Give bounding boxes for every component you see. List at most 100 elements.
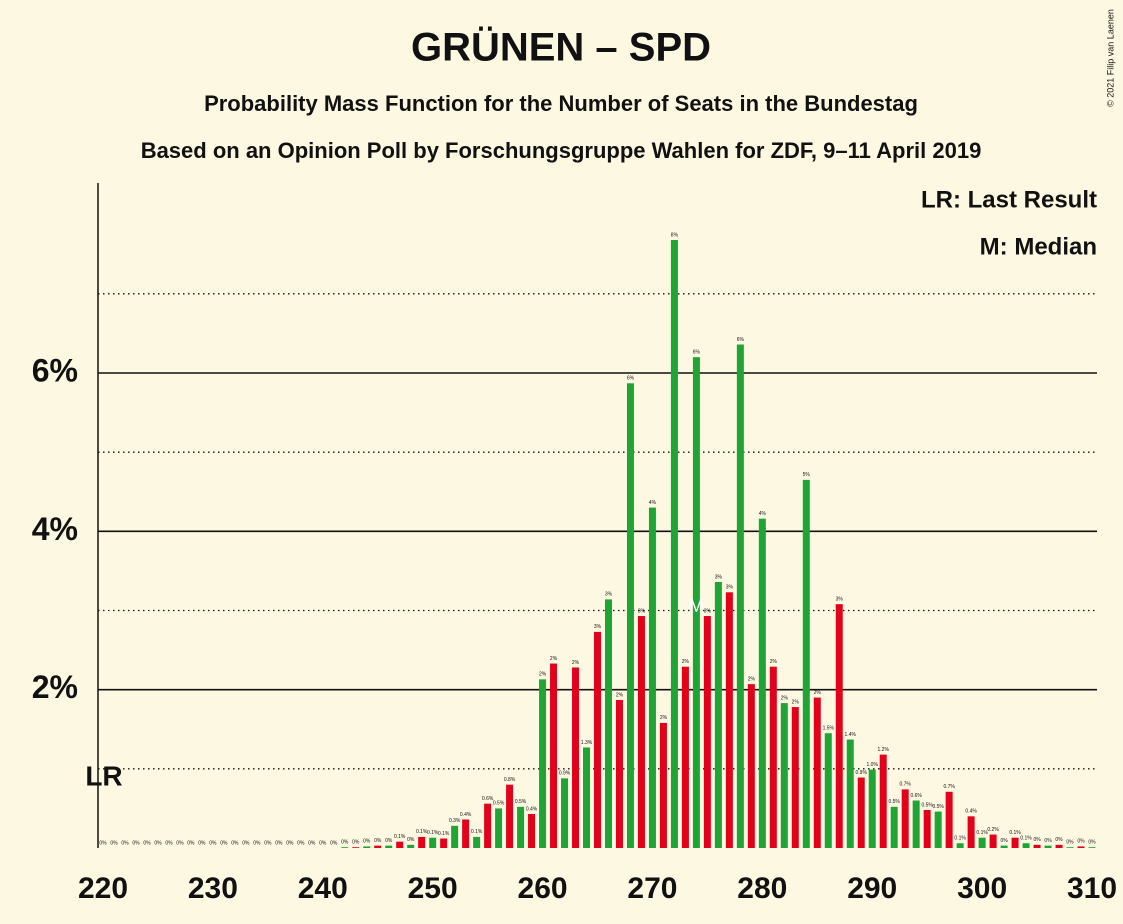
value-label: 0% — [1033, 837, 1041, 843]
value-label: 0% — [1066, 840, 1074, 846]
x-tick-label: 280 — [737, 872, 787, 905]
last-result-label: LR — [85, 760, 122, 791]
value-label: 3% — [605, 592, 613, 598]
bar — [879, 754, 887, 848]
value-label: 0.7% — [899, 782, 911, 788]
value-label: 0.1% — [1009, 830, 1021, 836]
bar — [857, 777, 865, 848]
bar — [934, 811, 942, 848]
value-label: 1.3% — [581, 740, 593, 746]
bar — [396, 841, 404, 848]
bar — [989, 834, 997, 848]
bar — [923, 810, 931, 848]
value-label: 0% — [220, 840, 228, 846]
chart-subtitle: Based on an Opinion Poll by Forschungsgr… — [141, 138, 982, 163]
value-label: 0.1% — [1020, 836, 1032, 842]
bar — [648, 507, 656, 848]
bar — [341, 847, 349, 848]
value-label: 2% — [814, 690, 822, 696]
value-label: 0% — [308, 840, 316, 846]
bar — [1077, 846, 1085, 848]
value-label: 3% — [836, 596, 844, 602]
median-label: M — [689, 596, 704, 616]
bar — [407, 844, 415, 848]
value-label: 0% — [297, 840, 305, 846]
bar — [747, 684, 755, 848]
bar — [1066, 847, 1074, 848]
bar — [780, 703, 788, 848]
value-label: 1.2% — [878, 747, 890, 753]
bar — [594, 631, 601, 848]
value-label: 0.3% — [449, 818, 461, 824]
bar — [659, 722, 667, 848]
value-label: 0% — [330, 840, 338, 846]
bar — [473, 836, 481, 848]
x-tick-label: 270 — [627, 872, 677, 905]
value-label: 0% — [264, 840, 272, 846]
value-label: 0% — [1000, 838, 1008, 844]
bar — [1088, 847, 1096, 848]
value-label: 0% — [1055, 837, 1063, 843]
value-label: 0% — [319, 840, 327, 846]
value-label: 0% — [341, 840, 349, 846]
bar — [758, 518, 766, 848]
bar — [824, 733, 832, 848]
value-label: 0.6% — [482, 796, 494, 802]
copyright: © 2021 Filip van Laenen — [1105, 9, 1115, 107]
bar — [681, 666, 689, 848]
value-label: 0.1% — [394, 834, 406, 840]
value-label: 0% — [121, 840, 129, 846]
value-label: 3% — [704, 608, 712, 614]
bar — [813, 697, 821, 848]
value-label: 0.5% — [888, 799, 900, 805]
value-label: 0% — [1088, 840, 1096, 846]
value-label: 0% — [99, 840, 107, 846]
value-label: 0.4% — [526, 806, 538, 812]
value-label: 0% — [275, 840, 283, 846]
value-label: 2% — [748, 676, 756, 682]
bar — [572, 667, 580, 848]
value-label: 4% — [649, 500, 657, 506]
value-label: 3% — [715, 574, 723, 580]
chart-title: GRÜNEN – SPD — [411, 25, 711, 70]
y-tick-label: 6% — [32, 352, 78, 388]
bar — [429, 837, 437, 848]
value-label: 0.5% — [493, 801, 505, 807]
bar — [462, 819, 470, 848]
value-label: 0% — [143, 840, 151, 846]
bar — [714, 582, 722, 848]
value-label: 0.1% — [416, 829, 428, 835]
bar — [484, 803, 492, 848]
value-label: 0.1% — [438, 831, 450, 837]
bar — [1000, 845, 1008, 848]
bar — [1044, 845, 1052, 848]
bar — [956, 843, 964, 848]
bar — [352, 847, 360, 848]
value-label: 3% — [638, 608, 646, 614]
bar — [385, 845, 393, 848]
bar — [802, 479, 810, 848]
value-label: 0% — [154, 840, 162, 846]
bar — [583, 747, 591, 848]
x-tick-label: 250 — [408, 872, 458, 905]
bar — [978, 837, 986, 848]
value-label: 2% — [781, 695, 789, 701]
bar — [736, 344, 744, 848]
bar — [1022, 843, 1030, 848]
bar — [626, 383, 634, 848]
value-label: 0.9% — [559, 771, 571, 777]
x-tick-label: 230 — [188, 872, 238, 905]
bar — [868, 769, 876, 848]
value-label: 2% — [550, 656, 558, 662]
x-tick-label: 310 — [1067, 872, 1117, 905]
value-label: 1.5% — [823, 726, 835, 732]
value-label: 2% — [539, 672, 547, 678]
value-label: 0.1% — [471, 829, 483, 835]
bar — [769, 666, 777, 848]
value-label: 0.5% — [921, 802, 933, 808]
value-label: 0% — [374, 838, 382, 844]
value-label: 2% — [616, 692, 624, 698]
y-tick-label: 4% — [32, 511, 78, 547]
bar — [945, 791, 953, 848]
